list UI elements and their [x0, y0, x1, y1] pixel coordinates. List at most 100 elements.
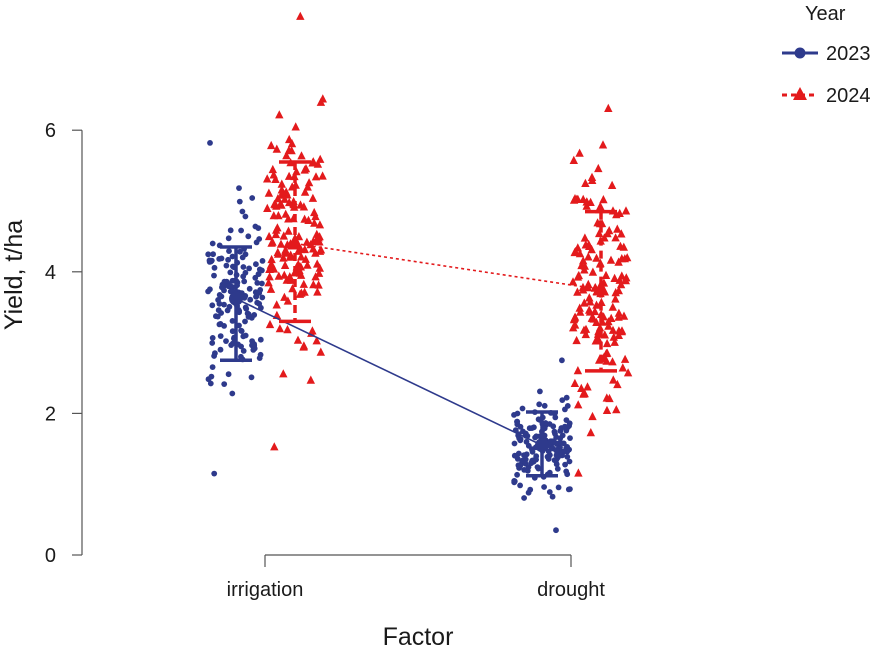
point-2024	[585, 293, 594, 302]
point-2024	[613, 379, 622, 389]
point-2024	[598, 140, 608, 149]
point-2024	[574, 468, 583, 477]
point-2024	[584, 252, 593, 261]
point-2024	[282, 151, 291, 160]
y-tick-label: 4	[45, 262, 56, 284]
point-2023	[523, 451, 530, 458]
point-2023	[229, 390, 236, 397]
point-2024	[580, 298, 589, 307]
point-2024	[279, 231, 288, 240]
point-2024	[614, 308, 624, 317]
point-2023	[550, 423, 557, 430]
point-2023	[236, 185, 242, 192]
point-2023	[559, 357, 565, 364]
point-2023	[208, 257, 215, 264]
point-2024	[619, 311, 629, 320]
point-2023	[522, 460, 529, 467]
point-2023	[229, 318, 236, 324]
point-2023	[259, 280, 265, 287]
point-2023	[559, 397, 566, 403]
point-2024	[610, 273, 619, 282]
point-2024	[280, 260, 290, 269]
x-tick-label: irrigation	[227, 579, 304, 601]
point-2024	[300, 287, 309, 296]
point-2024	[304, 178, 314, 187]
point-2023	[240, 264, 247, 270]
point-2023	[223, 262, 230, 269]
point-2023	[559, 432, 566, 439]
point-2023	[248, 374, 255, 381]
point-2024	[616, 280, 626, 289]
point-2024	[603, 229, 612, 238]
point-2023	[567, 435, 573, 441]
point-2023	[517, 423, 524, 430]
point-2023	[215, 297, 222, 303]
point-2023	[210, 251, 217, 258]
point-2023	[246, 285, 253, 292]
point-2024	[300, 165, 309, 174]
point-2023	[562, 461, 568, 468]
point-2024	[310, 218, 319, 227]
point-2023	[217, 321, 224, 327]
point-2024	[282, 187, 291, 196]
point-2024	[581, 329, 590, 339]
point-2024	[313, 159, 323, 168]
point-2023	[560, 440, 567, 447]
point-2024	[265, 319, 275, 329]
mean-marker-2023	[535, 438, 549, 453]
point-2023	[511, 478, 518, 485]
point-2024	[264, 188, 274, 197]
point-2024	[577, 383, 586, 392]
point-2024	[275, 110, 284, 119]
point-2023	[563, 427, 570, 434]
point-2024	[311, 211, 320, 221]
point-2023	[557, 428, 564, 434]
point-2023	[259, 258, 266, 264]
legend-label-2024: 2024	[826, 85, 871, 107]
point-2023	[214, 313, 221, 320]
point-2023	[254, 280, 261, 286]
point-2024	[572, 335, 581, 345]
point-2024	[299, 279, 308, 288]
point-2024	[579, 256, 588, 265]
point-2023	[209, 302, 216, 309]
point-2024	[582, 197, 591, 206]
point-2023	[257, 351, 264, 358]
point-2023	[529, 446, 535, 453]
point-2023	[207, 140, 213, 146]
point-2024	[573, 287, 582, 296]
point-2024	[293, 335, 303, 344]
point-2024	[272, 144, 281, 153]
point-2024	[311, 172, 321, 181]
point-2024	[314, 268, 324, 277]
point-2024	[611, 288, 620, 297]
point-2024	[574, 270, 583, 280]
point-2024	[316, 347, 325, 356]
point-2024	[285, 197, 294, 207]
point-2024	[301, 254, 310, 263]
point-2024	[580, 265, 589, 274]
y-tick-label: 6	[45, 120, 56, 142]
point-2024	[568, 277, 578, 286]
point-2023	[553, 447, 560, 454]
legend-marker-2023	[794, 47, 806, 59]
point-2023	[535, 416, 542, 423]
point-2024	[277, 185, 286, 194]
point-2024	[608, 302, 617, 311]
point-2024	[285, 272, 294, 281]
point-2023	[546, 489, 553, 495]
series-points-2024	[263, 11, 633, 477]
point-2024	[300, 187, 310, 196]
point-2023	[239, 208, 246, 215]
point-2024	[617, 229, 626, 238]
mean-marker-2023	[229, 291, 243, 306]
point-2024	[318, 171, 327, 180]
point-2023	[565, 486, 572, 493]
point-2023	[205, 251, 212, 258]
point-2024	[313, 287, 322, 296]
y-tick-label: 0	[45, 545, 56, 567]
point-2023	[221, 287, 227, 294]
point-2024	[617, 326, 627, 335]
point-2023	[225, 283, 232, 290]
